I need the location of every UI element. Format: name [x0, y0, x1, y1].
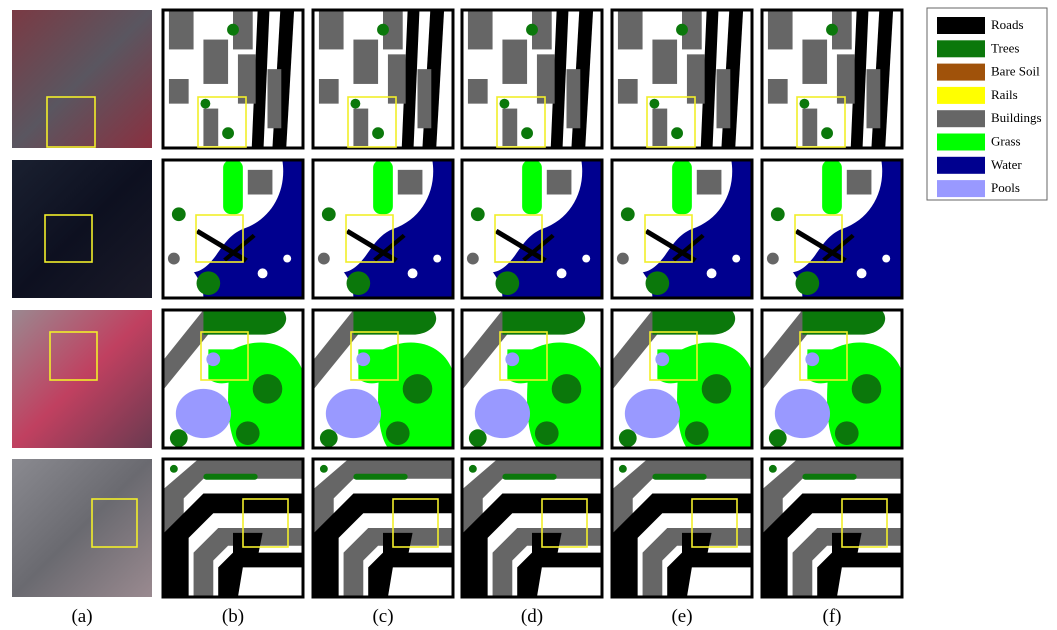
image-tile [313, 459, 453, 597]
image-tile [762, 10, 902, 148]
photo [12, 10, 152, 148]
segmentation-map [613, 310, 751, 448]
segmentation-map [164, 160, 302, 298]
legend-swatch [937, 134, 985, 151]
segmentation-map [763, 310, 901, 448]
image-tile [163, 160, 303, 298]
legend-swatch [937, 87, 985, 104]
legend-swatch [937, 64, 985, 81]
segmentation-map [763, 10, 901, 148]
legend-label: Trees [991, 40, 1019, 55]
image-tile [12, 310, 152, 448]
image-grid [12, 10, 902, 597]
photo [12, 459, 152, 597]
legend-label: Buildings [991, 110, 1042, 125]
figure: (a) (b) (c) (d) (e) (f) Roads Trees Bare Soil Ra… [0, 0, 1057, 630]
column-label: (e) [671, 606, 692, 627]
segmentation-map [314, 459, 452, 597]
image-tile [12, 10, 152, 148]
legend-swatch [937, 180, 985, 197]
legend-swatch [937, 157, 985, 174]
legend-label: Roads [991, 17, 1024, 32]
legend-swatch [937, 17, 985, 34]
legend-swatch [937, 110, 985, 127]
photo [12, 160, 152, 298]
image-tile [462, 459, 602, 597]
image-tile [12, 160, 152, 298]
segmentation-map [613, 459, 751, 597]
image-tile [163, 310, 303, 448]
segmentation-map [314, 310, 452, 448]
legend-label: Water [991, 157, 1022, 172]
image-tile [12, 459, 152, 597]
segmentation-map [463, 160, 601, 298]
segmentation-map [463, 10, 601, 148]
image-tile [612, 160, 752, 298]
image-tile [462, 310, 602, 448]
column-labels: (a) (b) (c) (d) (e) (f) [71, 606, 841, 627]
segmentation-map [164, 459, 302, 597]
segmentation-map [164, 310, 302, 448]
image-tile [163, 459, 303, 597]
legend-swatch [937, 40, 985, 57]
image-tile [762, 459, 902, 597]
segmentation-map [613, 10, 751, 148]
column-label: (f) [823, 606, 842, 627]
column-label: (d) [521, 606, 543, 627]
legend-label: Pools [991, 180, 1020, 195]
image-tile [612, 10, 752, 148]
image-tile [762, 160, 902, 298]
segmentation-map [314, 160, 452, 298]
legend-label: Rails [991, 87, 1018, 102]
legend-label: Bare Soil [991, 64, 1040, 79]
image-tile [612, 459, 752, 597]
column-label: (c) [372, 606, 393, 627]
legend-label: Grass [991, 133, 1021, 148]
segmentation-map [613, 160, 751, 298]
segmentation-map [763, 160, 901, 298]
segmentation-map [763, 459, 901, 597]
image-tile [462, 160, 602, 298]
segmentation-map [164, 10, 302, 148]
image-tile [163, 10, 303, 148]
segmentation-map [463, 459, 601, 597]
legend: Roads Trees Bare Soil Rails Buildings Grass Wa… [927, 8, 1047, 200]
image-tile [462, 10, 602, 148]
image-tile [313, 10, 453, 148]
image-tile [612, 310, 752, 448]
image-tile [762, 310, 902, 448]
segmentation-map [314, 10, 452, 148]
image-tile [313, 160, 453, 298]
photo [12, 310, 152, 448]
column-label: (a) [71, 606, 92, 627]
column-label: (b) [222, 606, 244, 627]
image-tile [313, 310, 453, 448]
segmentation-map [463, 310, 601, 448]
